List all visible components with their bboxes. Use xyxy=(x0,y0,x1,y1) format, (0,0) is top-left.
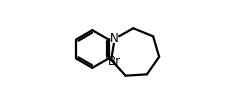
Text: Br: Br xyxy=(107,55,120,68)
Circle shape xyxy=(110,35,118,42)
Text: N: N xyxy=(110,32,119,45)
